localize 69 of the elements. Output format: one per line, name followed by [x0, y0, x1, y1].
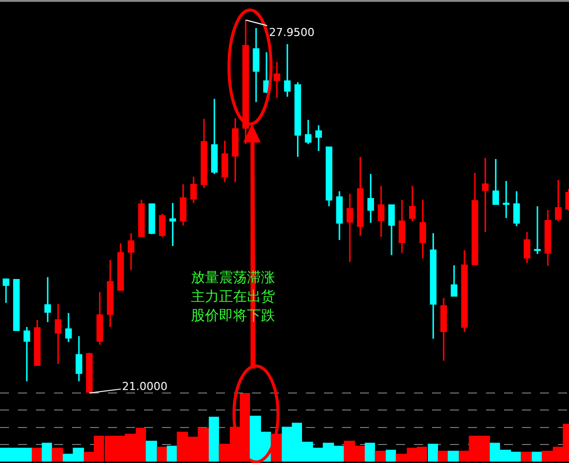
candlestick — [304, 119, 312, 145]
annotation: 27.9500 — [269, 26, 314, 39]
candlestick — [24, 326, 30, 382]
candlestick — [106, 259, 114, 328]
candlestick — [138, 199, 145, 238]
bar — [208, 416, 219, 462]
candlestick — [294, 82, 302, 158]
candlestick — [502, 180, 510, 219]
candlestick — [346, 193, 354, 263]
candlestick — [554, 179, 562, 222]
candlestick — [461, 249, 468, 333]
candlestick — [284, 43, 291, 98]
bar — [364, 442, 375, 462]
candlestick — [482, 157, 489, 233]
candlestick — [388, 204, 395, 256]
candlestick — [54, 303, 62, 365]
bar — [156, 446, 167, 462]
candlestick — [232, 117, 239, 183]
candlestick — [96, 291, 104, 346]
candlestick — [409, 185, 416, 222]
bar — [32, 448, 42, 462]
candlestick — [492, 158, 500, 205]
candlestick — [2, 278, 10, 304]
candlestick — [252, 27, 260, 103]
candlestick — [263, 51, 270, 94]
bar — [52, 448, 63, 462]
candlestick — [200, 118, 208, 189]
annotation: 21.0000 — [122, 380, 168, 393]
bar — [166, 446, 177, 462]
candlestick — [117, 242, 124, 291]
bar — [386, 450, 396, 462]
bar — [532, 452, 542, 462]
candlestick — [534, 205, 541, 255]
candlestick — [315, 124, 322, 152]
candlestick — [128, 232, 134, 271]
candlestick — [326, 146, 332, 207]
bar — [438, 450, 448, 462]
candlestick — [367, 173, 374, 224]
candlestick — [450, 264, 458, 297]
candlestick — [180, 183, 186, 226]
candlestick — [13, 279, 20, 331]
candlestick — [190, 176, 197, 204]
candlestick — [76, 335, 82, 382]
candlestick — [148, 203, 156, 235]
bar — [428, 444, 438, 462]
bar — [146, 440, 157, 462]
bar — [448, 450, 459, 462]
candlestick — [34, 319, 41, 366]
bar — [42, 442, 52, 462]
candlestick — [513, 190, 520, 227]
candlestick — [430, 232, 437, 340]
candlestick — [86, 352, 93, 393]
candlestick — [378, 185, 384, 238]
candlestick — [336, 190, 343, 241]
candlestick — [524, 231, 530, 264]
candlestick — [398, 199, 406, 254]
bar — [374, 450, 386, 462]
candlestick — [356, 156, 364, 236]
candlestick — [44, 276, 51, 323]
candlestick — [472, 172, 478, 266]
candlestick — [222, 140, 228, 183]
candlestick — [65, 312, 72, 343]
candlestick — [440, 297, 447, 362]
candlestick — [211, 98, 218, 175]
bar — [520, 452, 532, 462]
candlestick — [159, 213, 166, 238]
candlestick — [544, 209, 552, 267]
candlestick — [420, 199, 426, 260]
candlestick — [169, 202, 176, 247]
